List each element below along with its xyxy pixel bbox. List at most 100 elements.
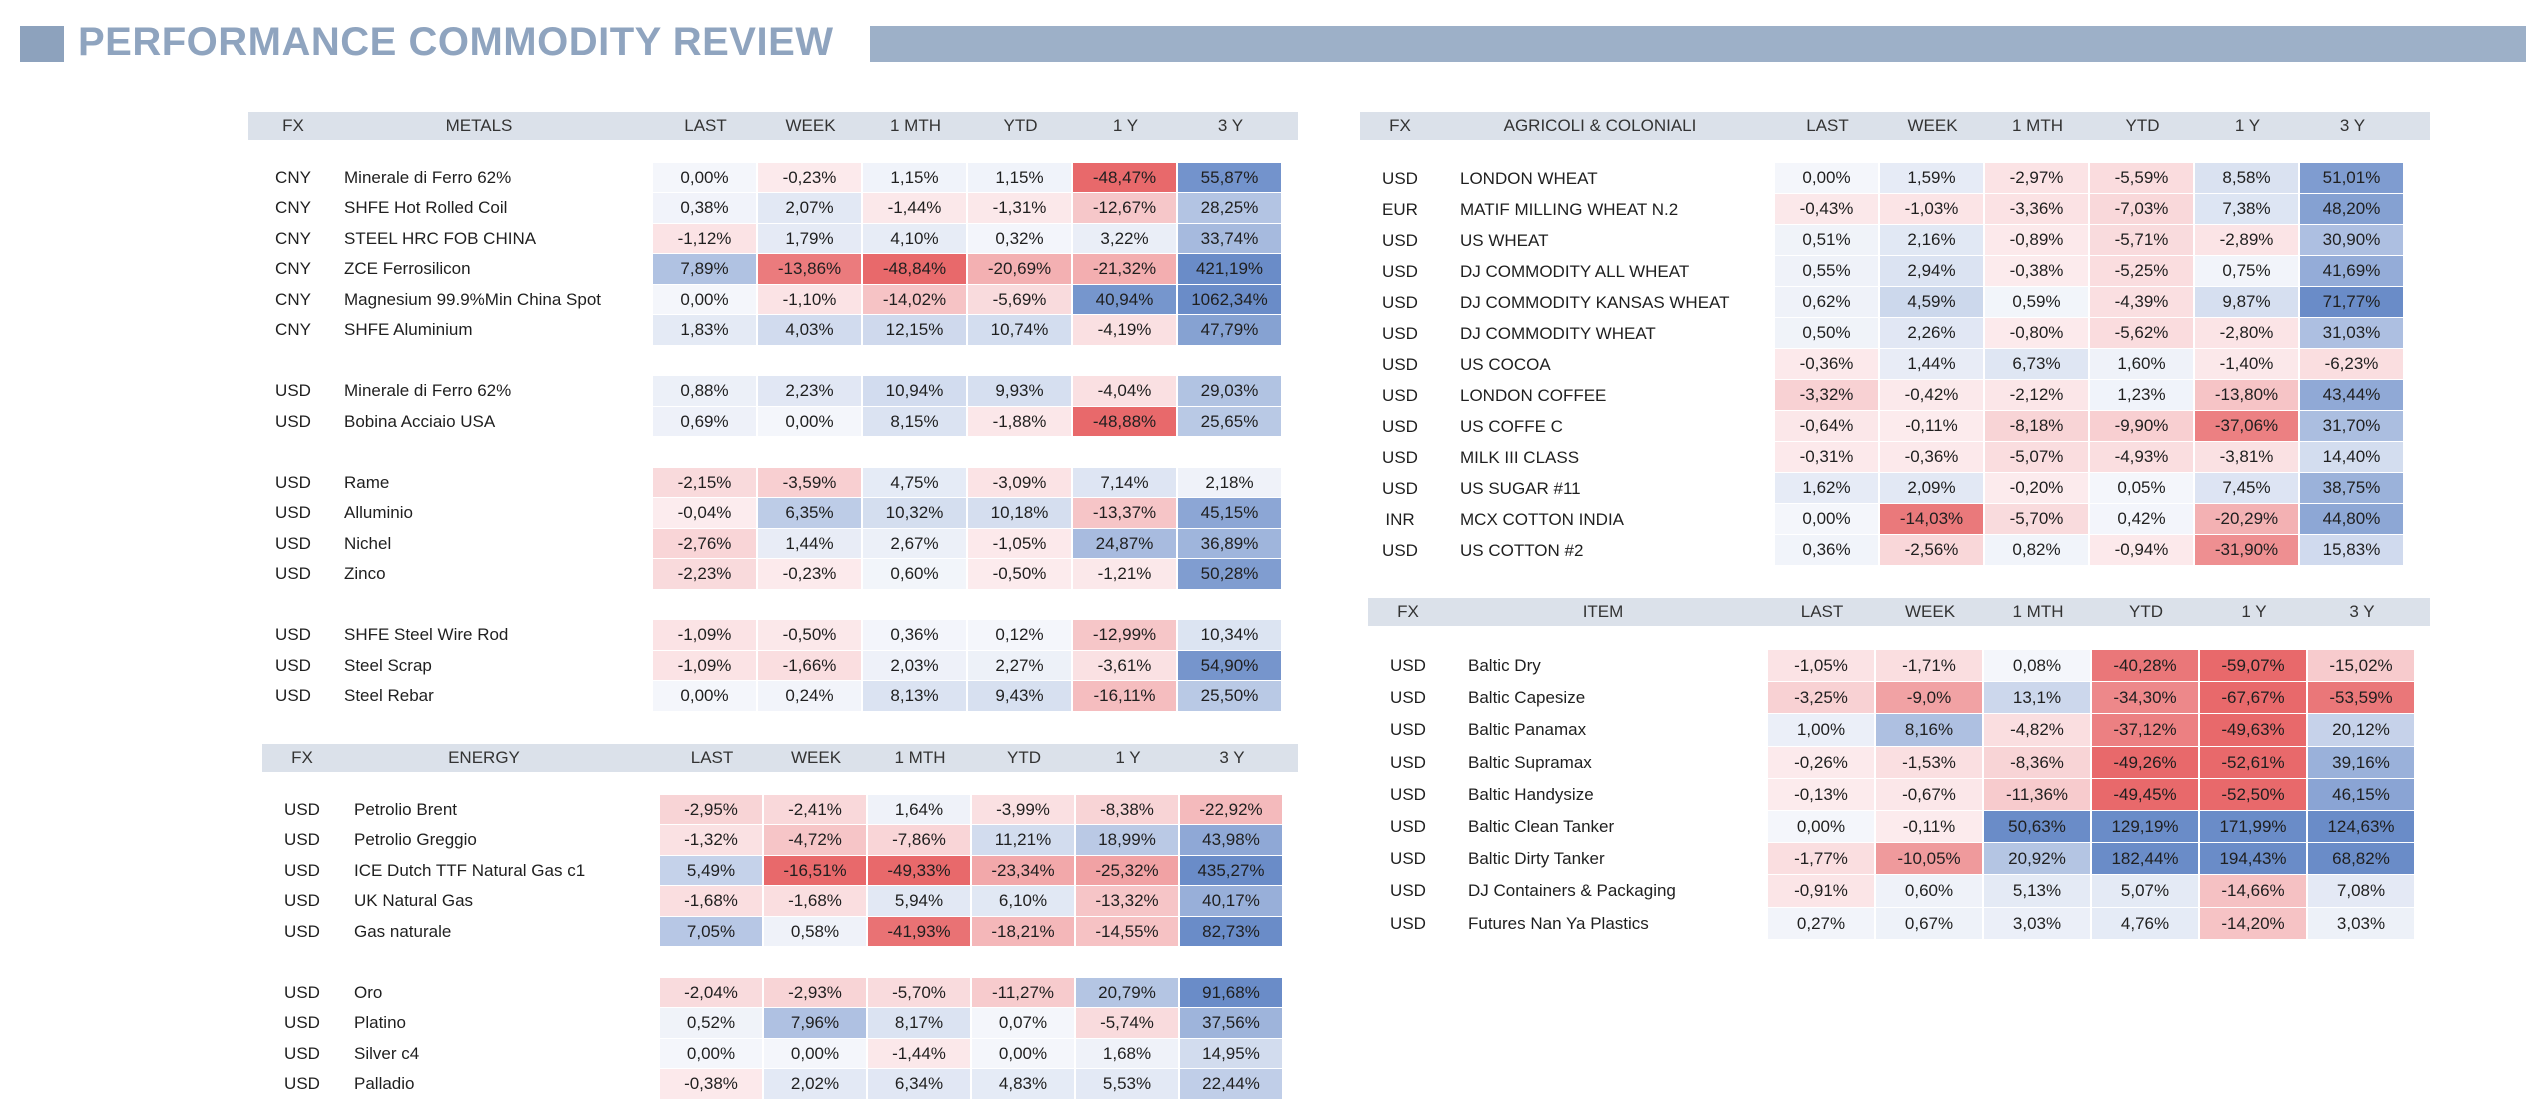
value-cell: -3,81%: [2195, 441, 2298, 472]
fx-cell: USD: [1390, 752, 1426, 772]
name-cell: ZCE Ferrosilicon: [344, 259, 471, 278]
col-header: 1 MTH: [890, 116, 941, 135]
value-cell: -21,32%: [1073, 254, 1176, 284]
value-cell: 33,74%: [1178, 223, 1281, 253]
value-cell: 0,36%: [863, 620, 966, 650]
value-cell: 1,60%: [2090, 348, 2193, 379]
value-cell: -2,97%: [1985, 162, 2088, 193]
col-header: YTD: [2129, 602, 2163, 621]
value-cell: -49,63%: [2200, 714, 2306, 746]
value-cell: -1,31%: [968, 193, 1071, 223]
value-cell: 8,13%: [863, 681, 966, 711]
table-row: USD Steel Rebar 0,00% 0,24% 8,13% 9,43% -16,11…: [248, 681, 1298, 712]
value-cell: 1,59%: [1880, 162, 1983, 193]
value-cell: 0,32%: [968, 223, 1071, 253]
value-cell: 0,27%: [1768, 907, 1874, 939]
value-cell: -2,80%: [2195, 317, 2298, 348]
value-cell: -22,92%: [1180, 794, 1282, 824]
value-cell: 30,90%: [2300, 224, 2403, 255]
name-cell: US COCOA: [1460, 354, 1551, 374]
value-cell: -4,19%: [1073, 315, 1176, 345]
value-cell: 4,59%: [1880, 286, 1983, 317]
table-row: USD SHFE Steel Wire Rod -1,09% -0,50% 0,36% 0…: [248, 620, 1298, 651]
value-cell: -8,18%: [1985, 410, 2088, 441]
fx-cell: USD: [284, 830, 320, 849]
value-cell: -0,13%: [1768, 778, 1874, 810]
value-cell: 0,05%: [2090, 472, 2193, 503]
value-cell: 9,93%: [968, 376, 1071, 406]
value-cell: 1,44%: [758, 528, 861, 558]
fx-cell: USD: [1382, 540, 1418, 560]
table-row: USD Zinco -2,23% -0,23% 0,60% -0,50% -1,21% 50,…: [248, 559, 1298, 590]
value-cell: -53,59%: [2308, 682, 2414, 714]
value-cell: -48,88%: [1073, 406, 1176, 436]
value-cell: -5,69%: [968, 284, 1071, 314]
value-cell: 8,17%: [868, 1008, 970, 1038]
table-row: CNY Magnesium 99.9%Min China Spot 0,00% -1,…: [248, 284, 1298, 316]
fx-header: FX: [291, 748, 313, 767]
value-cell: -1,32%: [660, 825, 762, 855]
table-row: USD Petrolio Greggio -1,32% -4,72% -7,86% 11,…: [262, 825, 1298, 856]
value-cell: -12,99%: [1073, 620, 1176, 650]
name-cell: LONDON COFFEE: [1460, 385, 1607, 405]
value-cell: 0,52%: [660, 1008, 762, 1038]
value-cell: -0,11%: [1876, 810, 1982, 843]
value-cell: 3,22%: [1073, 223, 1176, 253]
value-cell: 14,95%: [1180, 1038, 1282, 1068]
agri-header: FX AGRICOLI & COLONIALI LAST WEEK 1 MTH YTD 1 …: [1360, 112, 2430, 140]
table-row: USD Oro -2,04% -2,93% -5,70% -11,27% 20,79% 91,…: [262, 977, 1298, 1009]
value-cell: 0,12%: [968, 620, 1071, 650]
value-cell: 0,00%: [972, 1038, 1074, 1068]
col-header: WEEK: [1904, 602, 1956, 621]
fx-cell: CNY: [275, 320, 311, 339]
value-cell: -7,03%: [2090, 193, 2193, 224]
value-cell: 15,83%: [2300, 534, 2403, 565]
value-cell: 6,35%: [758, 498, 861, 528]
value-cell: 7,38%: [2195, 193, 2298, 224]
value-cell: 0,00%: [758, 406, 861, 436]
value-cell: 5,13%: [1984, 875, 2090, 907]
col-header: WEEK: [1907, 116, 1958, 135]
value-cell: 12,15%: [863, 315, 966, 345]
value-cell: -2,23%: [653, 559, 756, 589]
fx-cell: CNY: [275, 198, 311, 217]
name-cell: ICE Dutch TTF Natural Gas c1: [354, 860, 586, 880]
table-row: USD Bobina Acciaio USA 0,69% 0,00% 8,15% -1,8…: [248, 406, 1298, 438]
fx-cell: USD: [275, 472, 311, 492]
value-cell: -13,80%: [2195, 379, 2298, 410]
value-cell: -3,59%: [758, 467, 861, 497]
value-cell: 4,76%: [2092, 907, 2198, 939]
name-cell: US WHEAT: [1460, 230, 1549, 250]
col-header: 1 Y: [1112, 116, 1139, 135]
value-cell: 2,67%: [863, 528, 966, 558]
value-cell: -52,61%: [2200, 746, 2306, 778]
name-cell: Minerale di Ferro 62%: [344, 167, 512, 187]
value-cell: -2,04%: [660, 977, 762, 1007]
col-header: 1 Y: [2234, 116, 2261, 135]
value-cell: -11,36%: [1984, 778, 2090, 810]
value-cell: -4,72%: [764, 825, 866, 855]
table-row: USD Silver c4 0,00% 0,00% -1,44% 0,00% 1,68% 14…: [262, 1038, 1298, 1070]
value-cell: 0,42%: [2090, 503, 2193, 534]
value-cell: 0,00%: [653, 681, 756, 711]
value-cell: -0,43%: [1775, 193, 1878, 224]
fx-cell: USD: [1382, 230, 1418, 250]
value-cell: 0,00%: [653, 162, 756, 192]
value-cell: -14,03%: [1880, 503, 1983, 534]
name-cell: STEEL HRC FOB CHINA: [344, 228, 537, 248]
item-title: ITEM: [1582, 602, 1624, 621]
value-cell: 45,15%: [1178, 498, 1281, 528]
value-cell: -14,55%: [1076, 916, 1178, 946]
table-row: USD DJ Containers & Packaging -0,91% 0,60% 5…: [1368, 875, 2430, 907]
fx-cell: USD: [1382, 416, 1418, 436]
value-cell: 13,1%: [1984, 682, 2090, 714]
table-row: USD UK Natural Gas -1,68% -1,68% 5,94% 6,10% -…: [262, 886, 1298, 917]
value-cell: 4,83%: [972, 1069, 1074, 1099]
value-cell: 38,75%: [2300, 472, 2403, 503]
value-cell: -2,12%: [1985, 379, 2088, 410]
col-header: 1 MTH: [2012, 116, 2063, 135]
table-row: USD Petrolio Brent -2,95% -2,41% 1,64% -3,99%…: [262, 794, 1298, 826]
name-cell: US SUGAR #11: [1460, 478, 1581, 498]
value-cell: -1,68%: [764, 886, 866, 916]
energy-title: ENERGY: [448, 748, 520, 767]
